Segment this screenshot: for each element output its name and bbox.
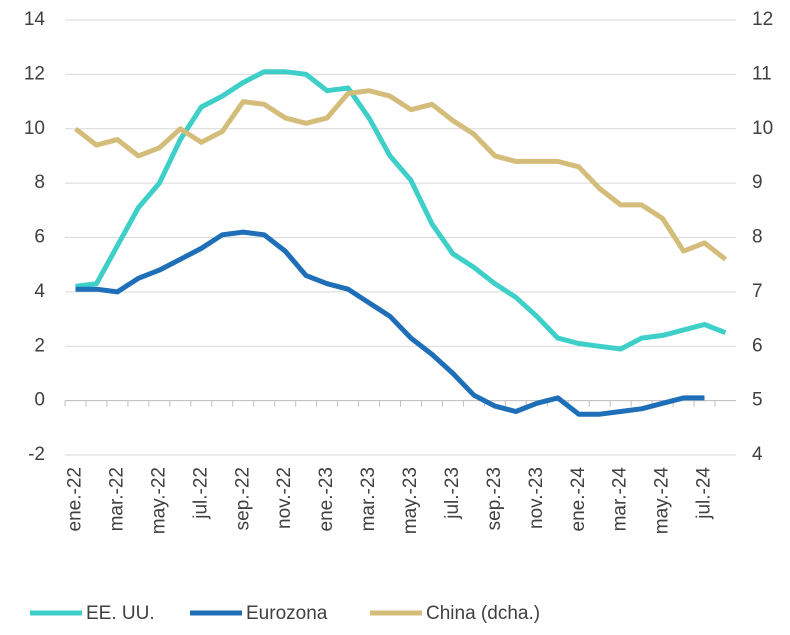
y-tick-label: 10: [24, 118, 45, 139]
x-tick-label: may.-22: [148, 467, 169, 534]
y2-tick-label: 8: [752, 227, 763, 248]
x-tick-label: nov.-23: [526, 467, 547, 529]
x-tick-label: mar.-23: [358, 467, 379, 531]
x-tick-label: ene.-22: [65, 467, 86, 531]
y-tick-label: 14: [24, 9, 46, 30]
y2-tick-label: 11: [752, 63, 772, 84]
series-line: [75, 229, 705, 417]
x-tick-label: jul.-24: [694, 467, 715, 520]
x-tick-label: sep.-23: [484, 467, 505, 530]
y2-tick-label: 10: [752, 118, 773, 139]
y2-tick-label: 6: [752, 335, 763, 356]
y2-tick-label: 9: [752, 172, 763, 193]
x-tick-label: may.-24: [652, 467, 673, 535]
x-tick-label: jul.-23: [442, 467, 463, 520]
legend-label: EE. UU.: [86, 603, 155, 624]
series-line: [75, 69, 727, 352]
y-tick-label: 12: [24, 63, 45, 84]
series-line: [73, 88, 728, 262]
x-tick-label: may.-23: [400, 467, 421, 534]
y-tick-label: -2: [28, 444, 45, 465]
x-tick-label: mar.-24: [610, 467, 631, 532]
x-tick-label: sep.-22: [232, 467, 253, 530]
y2-tick-label: 5: [752, 390, 763, 411]
x-tick-label: ene.-23: [316, 467, 337, 531]
x-tick-label: nov.-22: [274, 467, 295, 529]
x-tick-label: ene.-24: [568, 467, 589, 532]
y2-tick-label: 7: [752, 281, 763, 302]
y2-tick-label: 12: [752, 9, 773, 30]
legend-label: Eurozona: [246, 603, 328, 624]
y-tick-label: 8: [34, 172, 45, 193]
y-tick-label: 0: [34, 390, 45, 411]
y2-tick-label: 4: [752, 444, 763, 465]
y-tick-label: 6: [34, 227, 45, 248]
y-tick-label: 2: [34, 335, 45, 356]
x-tick-label: mar.-22: [106, 467, 127, 531]
x-tick-label: jul.-22: [190, 467, 211, 520]
y-tick-label: 4: [34, 281, 45, 302]
legend-label: China (dcha.): [426, 603, 540, 624]
